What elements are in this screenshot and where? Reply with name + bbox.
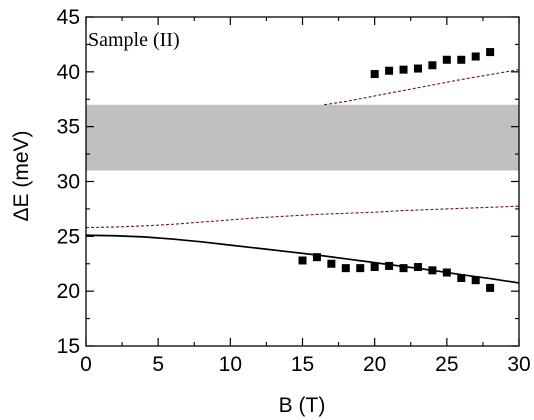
x-axis-title: B (T) <box>279 394 326 417</box>
y-tick-label: 35 <box>57 116 80 139</box>
y-tick-label: 25 <box>57 225 80 248</box>
data-point-series-1 <box>298 256 307 265</box>
sample-annotation: Sample (II) <box>88 29 180 51</box>
data-point-series-1 <box>312 253 321 262</box>
data-point-series-1 <box>399 264 408 273</box>
data-point-series-2 <box>370 70 379 79</box>
data-point-series-2 <box>442 55 451 64</box>
data-point-series-1 <box>413 263 422 272</box>
x-tick-label: 15 <box>291 353 314 376</box>
data-point-series-2 <box>471 52 480 61</box>
data-point-series-1 <box>385 261 394 270</box>
x-tick-label: 0 <box>80 353 92 376</box>
data-point-series-1 <box>471 276 480 285</box>
x-tick-label: 30 <box>507 353 530 376</box>
y-tick-label: 30 <box>57 171 80 194</box>
y-tick-label: 40 <box>57 61 80 84</box>
shaded-band <box>86 104 519 171</box>
data-point-series-2 <box>399 65 408 74</box>
data-point-series-2 <box>486 48 495 57</box>
solid-curve-3 <box>85 234 520 284</box>
data-point-series-1 <box>327 259 336 268</box>
x-tick-label: 5 <box>152 353 164 376</box>
data-point-series-1 <box>457 274 466 283</box>
data-point-series-2 <box>428 61 437 70</box>
axes: 0 5 10 15 20 25 30 15 20 25 30 35 40 45 <box>57 6 531 376</box>
data-point-series-2 <box>413 64 422 73</box>
y-tick-label: 15 <box>57 335 80 358</box>
dashed-curve-5 <box>324 69 520 106</box>
data-point-series-2 <box>457 55 466 64</box>
data-point-series-1 <box>370 263 379 272</box>
plot-area <box>85 48 520 292</box>
data-point-series-1 <box>341 264 350 273</box>
x-tick-label: 10 <box>219 353 242 376</box>
x-tick-label: 20 <box>363 353 386 376</box>
y-tick-label: 20 <box>57 280 80 303</box>
y-tick-label: 45 <box>57 6 80 29</box>
data-point-series-2 <box>385 66 394 75</box>
data-point-series-1 <box>486 283 495 292</box>
x-tick-label: 25 <box>435 353 458 376</box>
data-point-series-1 <box>356 264 365 273</box>
dashed-curve-4 <box>85 205 520 229</box>
y-axis-title: ΔE (meV) <box>10 130 33 221</box>
